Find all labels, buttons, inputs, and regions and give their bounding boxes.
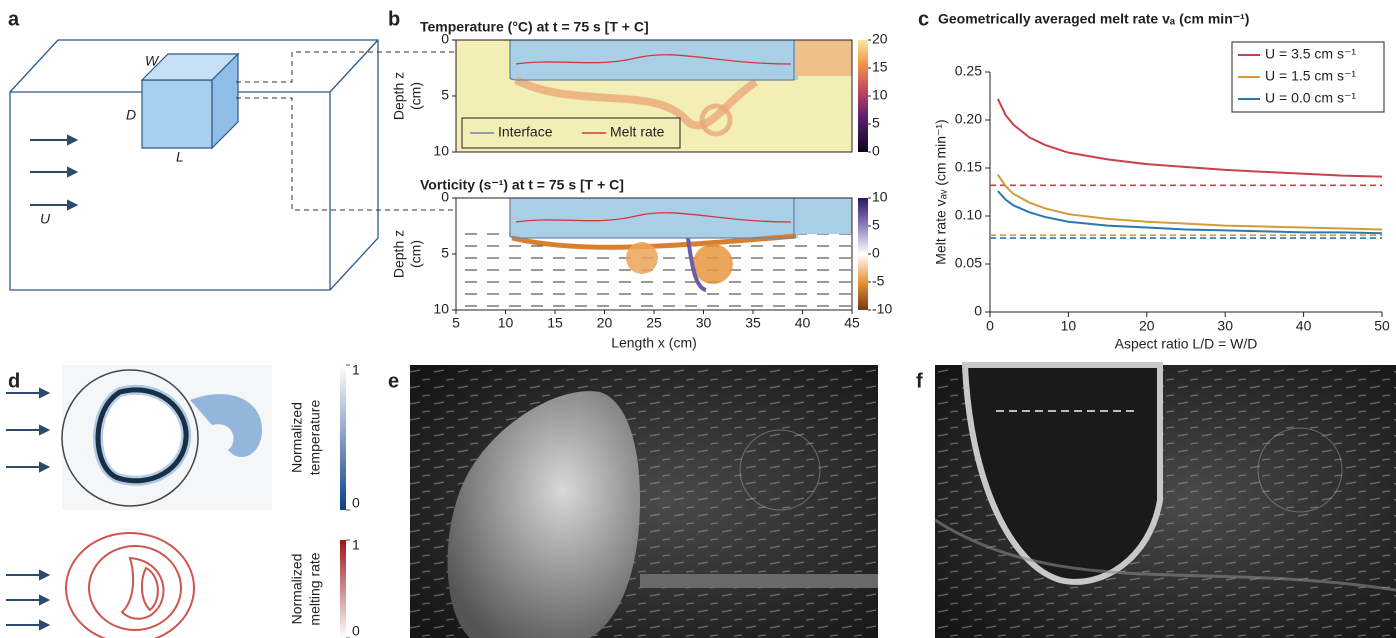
y-tick-label: 0.15 <box>955 159 982 175</box>
x-tick-label: 5 <box>452 315 460 331</box>
label-l: L <box>176 149 184 165</box>
x-tick-label: 30 <box>696 315 712 331</box>
y-tick-label: 0.20 <box>955 111 982 127</box>
colorbar-tick-label: 0 <box>872 245 880 261</box>
y-tick-label: 0 <box>441 189 449 205</box>
colorbar-label: temperature <box>307 400 323 476</box>
legend-label: Melt rate <box>610 124 665 140</box>
panel-e <box>410 365 878 638</box>
legend-label: Interface <box>498 124 553 140</box>
panel-label: b <box>388 8 400 30</box>
colorbar-tick-label: 10 <box>872 189 888 205</box>
label-w: W <box>145 53 160 69</box>
colorbar-tick-label: 15 <box>872 59 888 75</box>
eddy <box>626 242 658 274</box>
y-axis-label: (cm) <box>408 82 424 110</box>
panel-label: c <box>918 8 929 30</box>
ice-block <box>510 198 798 238</box>
colorbar <box>858 40 868 152</box>
x-tick-label: 0 <box>986 318 994 334</box>
y-tick-label: 0 <box>974 303 982 319</box>
panel-f <box>935 365 1396 638</box>
colorbar <box>340 365 346 510</box>
y-tick-label: 0.05 <box>955 255 982 271</box>
panel-label: f <box>916 370 923 392</box>
x-tick-label: 50 <box>1374 318 1390 334</box>
colorbar-label: Normalized <box>289 554 305 625</box>
x-tick-label: 20 <box>597 315 613 331</box>
colorbar <box>340 540 346 638</box>
colorbar-tick-label: 0 <box>872 143 880 159</box>
y-tick-label: 10 <box>433 301 449 317</box>
y-axis-label: (cm) <box>408 240 424 268</box>
colorbar-label: Normalized <box>289 402 305 473</box>
chart-title: Temperature (°C) at t = 75 s [T + C] <box>420 19 649 35</box>
ice-block <box>510 40 798 80</box>
y-tick-label: 0.25 <box>955 63 982 79</box>
colorbar-tick-label: 1 <box>352 362 360 378</box>
series-line <box>998 191 1382 233</box>
x-tick-label: 40 <box>1296 318 1312 334</box>
label-u: U <box>40 211 51 227</box>
melt-contours <box>66 533 194 638</box>
y-tick-label: 0.10 <box>955 207 982 223</box>
x-tick-label: 15 <box>547 315 563 331</box>
x-tick-label: 40 <box>795 315 811 331</box>
eddy <box>693 244 733 284</box>
y-tick-label: 10 <box>433 143 449 159</box>
x-tick-label: 45 <box>844 315 860 331</box>
x-tick-label: 10 <box>1061 318 1077 334</box>
ice-block <box>796 40 852 76</box>
label-d: D <box>126 107 136 123</box>
colorbar-tick-label: -10 <box>872 301 892 317</box>
flow-arrows <box>6 389 48 629</box>
chart-title: Geometrically averaged melt rate vₐ (cm … <box>938 11 1249 27</box>
panel-label: d <box>8 370 20 392</box>
colorbar-tick-label: 20 <box>872 31 888 47</box>
colorbar-label: melting rate <box>307 552 323 625</box>
chart-title: Vorticity (s⁻¹) at t = 75 s [T + C] <box>420 177 624 193</box>
panel-label: e <box>388 370 399 392</box>
y-axis-label: Melt rate vₐᵥ (cm min⁻¹) <box>933 119 949 264</box>
colorbar-tick-label: 0 <box>352 623 360 638</box>
y-axis-label: Depth z <box>391 230 407 278</box>
colorbar-tick-label: 5 <box>872 115 880 131</box>
legend-label: U = 3.5 cm s⁻¹ <box>1265 46 1356 62</box>
colorbar-tick-label: 10 <box>872 87 888 103</box>
ice-block <box>796 198 852 234</box>
x-axis-label: Aspect ratio L/D = W/D <box>1115 336 1258 352</box>
y-axis-label: Depth z <box>391 72 407 120</box>
panel-a: W D L U <box>10 40 505 290</box>
colorbar-tick-label: 5 <box>872 217 880 233</box>
colorbar-tick-label: 1 <box>352 537 360 553</box>
x-tick-label: 20 <box>1139 318 1155 334</box>
x-axis-label: Length x (cm) <box>611 335 697 351</box>
x-tick-label: 30 <box>1217 318 1233 334</box>
support-rod <box>640 574 878 588</box>
y-tick-label: 5 <box>441 87 449 103</box>
series-line <box>998 175 1382 230</box>
x-tick-label: 10 <box>498 315 514 331</box>
colorbar-tick-label: -5 <box>872 273 885 289</box>
x-tick-label: 25 <box>646 315 662 331</box>
legend-label: U = 1.5 cm s⁻¹ <box>1265 68 1356 84</box>
figure: W D L U a b c d e f 01Normalizedtemperat… <box>0 0 1396 638</box>
legend-label: U = 0.0 cm s⁻¹ <box>1265 90 1356 106</box>
y-tick-label: 5 <box>441 245 449 261</box>
colorbar <box>858 198 868 310</box>
y-tick-label: 0 <box>441 31 449 47</box>
panel-label: a <box>8 8 20 30</box>
x-tick-label: 35 <box>745 315 761 331</box>
flow-arrows <box>30 136 76 209</box>
colorbar-tick-label: 0 <box>352 495 360 511</box>
